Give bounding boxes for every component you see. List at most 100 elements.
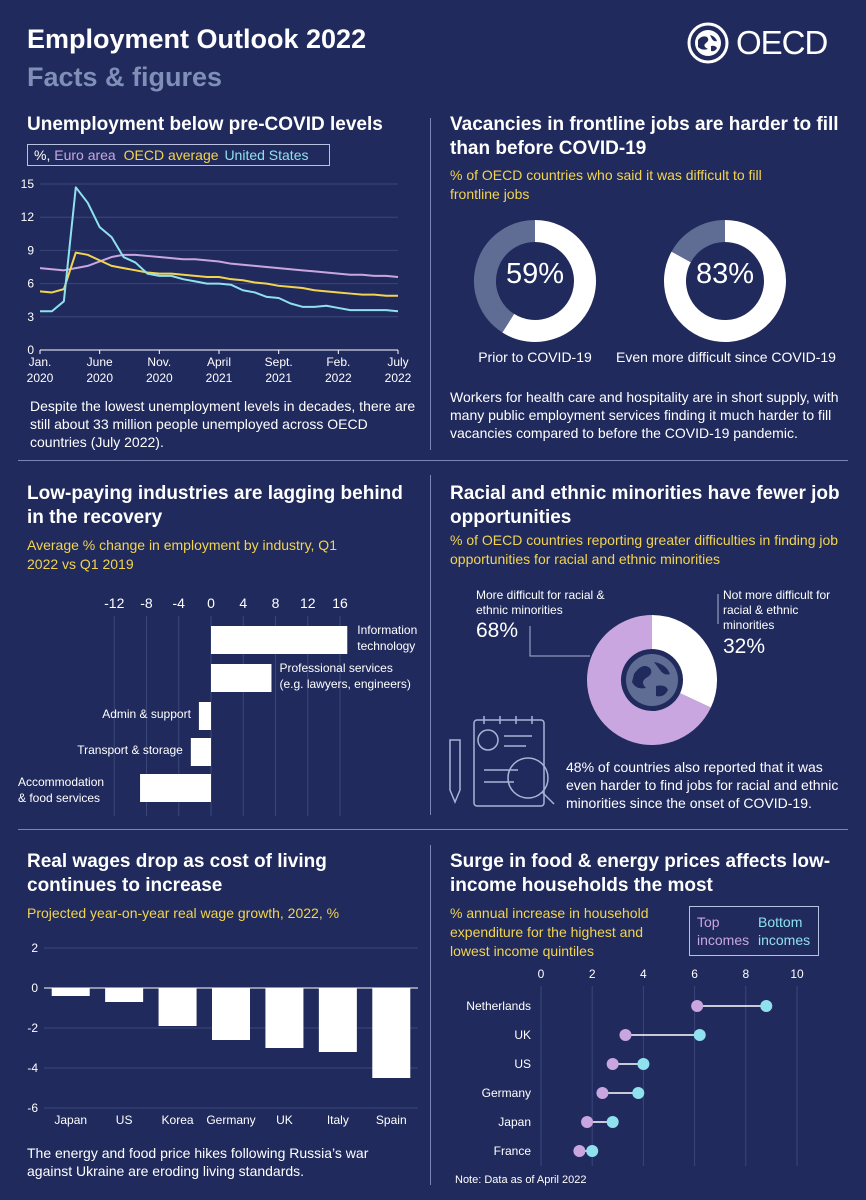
industries-subtitle: Average % change in employment by indust…: [27, 537, 337, 572]
legend-top-incomes: Top incomes: [697, 914, 750, 948]
top-income-point: [581, 1116, 594, 1128]
bottom-income-point: [606, 1116, 619, 1128]
vacancies-title: Vacancies in frontline jobs are harder t…: [450, 114, 839, 159]
x-tick-label: Nov.: [147, 355, 171, 369]
divider-h1: [18, 460, 848, 461]
pen-outline: [449, 739, 461, 804]
y-tick-label: 0: [31, 981, 38, 995]
minorities-donut-chart: [449, 594, 719, 807]
wages-subtitle: Projected year-on-year real wage growth,…: [27, 905, 340, 921]
prices-legend: Top incomes Bottom incomes: [689, 906, 819, 956]
x-tick-label: 8: [272, 595, 280, 611]
industry-bar: [211, 626, 348, 654]
prices-dumbbell-chart: 0 2 4 6 8 10 Netherlands UK US Germany Japan France: [466, 967, 804, 1166]
series-line: [39, 251, 398, 297]
divider-v3: [430, 845, 431, 1185]
industry-label: technology: [357, 639, 415, 653]
minorities-title: Racial and ethnic minorities have fewer …: [450, 483, 840, 528]
donut-slice: [671, 220, 726, 263]
industry-bar: [140, 774, 211, 802]
page-title: Employment Outlook 2022: [27, 24, 367, 54]
x-tick-label: 2020: [27, 371, 54, 385]
y-tick-label: 15: [21, 177, 35, 191]
x-tick-label: -8: [140, 595, 153, 611]
wages-note: The energy and food price hikes followin…: [27, 1145, 369, 1179]
x-tick-label: 4: [640, 967, 647, 981]
y-tick-label: -2: [27, 1021, 38, 1035]
x-tick-label: 2021: [206, 371, 233, 385]
industry-label: Information: [357, 623, 417, 637]
country-label: US: [514, 1057, 531, 1071]
donut2-value: 83%: [695, 258, 755, 290]
bottom-income-point: [586, 1145, 599, 1157]
x-tick-label: 8: [742, 967, 749, 981]
x-tick-label: July: [387, 355, 408, 369]
minorities-more-value: 68%: [476, 619, 519, 642]
top-income-point: [691, 1000, 704, 1012]
oecd-logo-icon: [687, 22, 729, 64]
donut-slice: [664, 220, 786, 342]
donut-slice: [587, 615, 711, 745]
wage-bar: [158, 988, 197, 1026]
wages-bar-chart: 2 0 -2 -4 -6 Japan US Korea Germany UK Italy Spain: [27, 941, 418, 1127]
series-line: [40, 186, 399, 313]
x-tick-label: 12: [300, 595, 316, 611]
country-label: Japan: [498, 1115, 531, 1129]
series-line: [39, 253, 399, 278]
legend-oecd-average: OECD average: [123, 147, 219, 163]
unemployment-line-chart: 0 3 6 9 12 15 Jan. 2020 June 2020 Nov. 2020 April 202…: [21, 177, 412, 385]
y-tick-label: 0: [27, 343, 34, 357]
bottom-income-point: [632, 1087, 645, 1099]
donut-slice: [651, 615, 717, 708]
y-tick-label: -6: [27, 1101, 38, 1115]
minorities-note: 48% of countries also reported that it w…: [566, 759, 839, 811]
x-tick-label: US: [116, 1113, 133, 1127]
globe-land: [632, 662, 670, 697]
x-tick-label: 2020: [146, 371, 173, 385]
x-tick-label: 4: [239, 595, 247, 611]
minorities-subtitle: % of OECD countries reporting greater di…: [450, 532, 839, 567]
x-tick-label: 2020: [86, 371, 113, 385]
unemployment-legend: %, Euro area OECD average United States: [27, 144, 330, 166]
industry-bar: [211, 664, 272, 692]
x-tick-label: Germany: [206, 1113, 255, 1127]
prices-note: Note: Data as of April 2022: [455, 1174, 587, 1186]
wages-title: Real wages drop as cost of living contin…: [27, 851, 327, 896]
industries-title: Low-paying industries are lagging behind…: [27, 483, 403, 528]
oecd-logo-text: OECD: [736, 24, 828, 61]
leader-line: [529, 626, 590, 657]
industry-label: Transport & storage: [77, 743, 183, 757]
magnifier-outline: [507, 757, 549, 799]
bottom-income-point: [637, 1058, 650, 1070]
industry-bar: [198, 702, 211, 730]
prices-title: Surge in food & energy prices affects lo…: [450, 851, 831, 896]
wage-bar: [372, 988, 411, 1078]
legend-prefix: %,: [34, 147, 51, 163]
y-tick-label: 6: [27, 277, 34, 291]
x-tick-label: 6: [691, 967, 698, 981]
legend-united-states: United States: [224, 147, 309, 163]
search-document-icon: [449, 716, 555, 807]
country-label: UK: [514, 1028, 531, 1042]
wage-bar: [51, 988, 90, 996]
avatar-outline: [477, 729, 499, 751]
x-tick-label: Italy: [327, 1113, 349, 1127]
y-tick-label: 3: [27, 310, 34, 324]
x-tick-label: Spain: [376, 1113, 407, 1127]
y-tick-label: 12: [21, 210, 35, 224]
x-tick-label: 2: [589, 967, 596, 981]
minorities-notmore-label: Not more difficult for racial & ethnic m…: [723, 588, 831, 632]
page-subtitle: Facts & figures: [27, 62, 223, 92]
y-tick-label: -4: [27, 1061, 38, 1075]
donut1-label: Prior to COVID-19: [478, 349, 592, 365]
minorities-more-label: More difficult for racial & ethnic minor…: [476, 588, 605, 617]
x-tick-label: Jan.: [29, 355, 52, 369]
donut2-label: Even more difficult since COVID-19: [616, 349, 836, 365]
top-income-point: [596, 1087, 609, 1099]
x-tick-label: UK: [276, 1113, 293, 1127]
donut-slice: [502, 220, 596, 342]
prices-subtitle: % annual increase in household expenditu…: [450, 905, 649, 959]
donut-since-covid: [664, 220, 786, 342]
unemployment-title: Unemployment below pre-COVID levels: [27, 114, 383, 135]
industry-label: & food services: [18, 791, 100, 805]
